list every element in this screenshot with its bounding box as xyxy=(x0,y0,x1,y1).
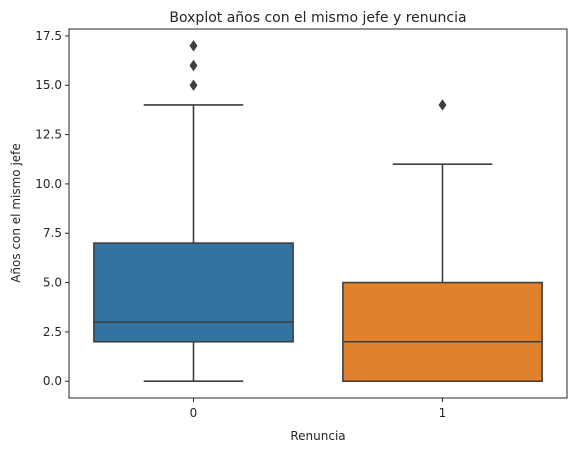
chart-title: Boxplot años con el mismo jefe y renunci… xyxy=(169,10,466,26)
outlier-point xyxy=(189,59,198,72)
outlier-point xyxy=(189,79,198,91)
x-tick-label: 0 xyxy=(190,406,198,420)
plot-area xyxy=(93,40,543,383)
box-iqr xyxy=(93,242,294,343)
y-tick-label: 12.5 xyxy=(35,128,62,142)
y-tick-label: 15.0 xyxy=(35,78,62,92)
box-group-0 xyxy=(93,40,294,383)
x-axis-title: Renuncia xyxy=(290,429,345,443)
y-tick-label: 7.5 xyxy=(43,226,62,240)
box-group-1 xyxy=(342,99,543,383)
y-tick-label: 0.0 xyxy=(43,374,62,388)
y-axis-title: Años con el mismo jefe xyxy=(9,143,23,283)
y-tick-label: 10.0 xyxy=(35,177,62,191)
box-iqr xyxy=(342,281,543,383)
x-tick-label: 1 xyxy=(439,406,447,420)
y-tick-label: 5.0 xyxy=(43,276,62,290)
y-tick-label: 17.5 xyxy=(35,29,62,43)
y-axis: 0.0 2.5 5.0 7.5 10.0 12.5 15.0 17.5 xyxy=(35,29,69,388)
outlier-point xyxy=(438,99,447,111)
plot-frame xyxy=(68,28,568,399)
outlier-point xyxy=(189,40,198,52)
y-tick-label: 2.5 xyxy=(43,325,62,339)
